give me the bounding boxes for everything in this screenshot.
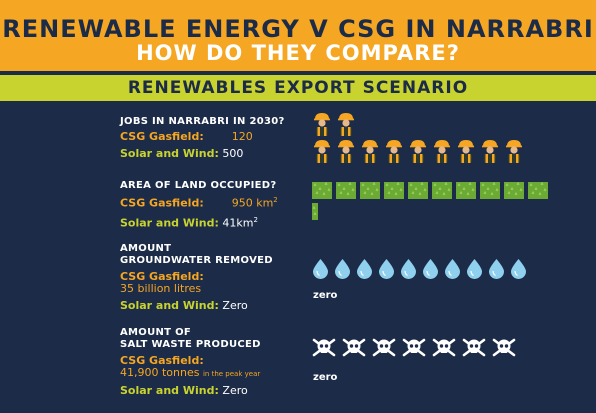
scenario-band: RENEWABLES EXPORT SCENARIO	[0, 75, 596, 101]
salt-csg-label-row: CSG Gasfield:	[120, 354, 261, 367]
grass-block-icon	[408, 182, 428, 199]
csg-label: CSG Gasfield:	[120, 354, 204, 367]
csg-label: CSG Gasfield:	[120, 270, 204, 283]
skull-crossbones-icon	[312, 337, 336, 357]
skull-crossbones-icon	[492, 337, 516, 357]
worker-icon	[336, 139, 356, 163]
worker-icon	[456, 139, 476, 163]
skull-crossbones-icon	[342, 337, 366, 357]
land-csg-icons	[312, 182, 548, 199]
skull-crossbones-icon	[402, 337, 426, 357]
water-csg-label-row: CSG Gasfield:	[120, 270, 273, 283]
jobs-sw-value: 500	[222, 147, 244, 160]
water-drop-icon	[400, 258, 417, 279]
land-sw-value: 41km	[222, 216, 254, 230]
salt-zero-label: zero	[313, 372, 338, 383]
page-title: RENEWABLE ENERGY V CSG IN NARRABRI	[2, 15, 594, 43]
land-sw-unit-sup: 2	[253, 215, 258, 224]
water-question-line1: AMOUNT	[120, 243, 172, 254]
solar-wind-label: Solar and Wind:	[120, 384, 219, 397]
land-csg-value: 950 km	[231, 196, 274, 210]
worker-icon	[408, 139, 428, 163]
water-drop-icon	[510, 258, 527, 279]
skull-crossbones-icon	[432, 337, 456, 357]
jobs-csg-value: 120	[231, 130, 253, 143]
salt-question-line1: AMOUNT OF	[120, 327, 192, 338]
salt-question-line2: SALT WASTE PRODUCED	[120, 339, 261, 350]
worker-icon	[360, 139, 380, 163]
land-question: AREA OF LAND OCCUPIED?	[120, 180, 277, 191]
solar-wind-label: Solar and Wind:	[120, 216, 219, 230]
jobs-section: JOBS IN NARRABRI IN 2030? CSG Gasfield: …	[120, 116, 285, 162]
worker-icon	[480, 139, 500, 163]
water-drop-icon	[312, 258, 329, 279]
grass-block-icon	[336, 182, 356, 199]
land-csg-unit-sup: 2	[273, 196, 278, 204]
water-csg-value: 35 billion litres	[120, 282, 202, 295]
salt-csg-icons	[312, 337, 516, 357]
water-drop-icon	[378, 258, 395, 279]
solar-wind-label: Solar and Wind:	[120, 299, 219, 312]
water-csg-value-row: 35 billion litres	[120, 283, 273, 295]
land-sw-row: Solar and Wind: 41km2	[120, 212, 278, 232]
grass-block-icon	[456, 182, 476, 199]
water-drop-icon	[422, 258, 439, 279]
salt-csg-note: in the peak year	[202, 370, 261, 378]
water-sw-row: Solar and Wind: Zero	[120, 297, 273, 314]
scenario-label: RENEWABLES EXPORT SCENARIO	[127, 78, 469, 98]
water-section: AMOUNT GROUNDWATER REMOVED CSG Gasfield:…	[120, 243, 273, 314]
jobs-question: JOBS IN NARRABRI IN 2030?	[120, 116, 285, 127]
grass-block-icon	[384, 182, 404, 199]
water-drop-icon	[444, 258, 461, 279]
jobs-sw-row: Solar and Wind: 500	[120, 145, 285, 162]
water-drop-icon	[488, 258, 505, 279]
page-subtitle: HOW DO THEY COMPARE?	[136, 41, 460, 65]
grass-block-icon	[360, 182, 380, 199]
grass-block-icon	[312, 203, 318, 220]
water-zero-label: zero	[313, 290, 338, 301]
water-drop-icon	[356, 258, 373, 279]
worker-icon	[312, 139, 332, 163]
land-sw-icons	[312, 203, 318, 220]
water-csg-icons	[312, 258, 527, 279]
worker-icon	[336, 112, 356, 136]
water-question-line2: GROUNDWATER REMOVED	[120, 255, 273, 266]
salt-csg-value-row: 41,900 tonnes in the peak year	[120, 367, 261, 380]
salt-csg-value: 41,900 tonnes	[120, 366, 200, 379]
salt-sw-row: Solar and Wind: Zero	[120, 382, 261, 399]
salt-sw-value: Zero	[222, 384, 248, 397]
csg-label: CSG Gasfield:	[120, 196, 204, 210]
jobs-csg-row: CSG Gasfield: 120	[120, 128, 285, 145]
salt-section: AMOUNT OF SALT WASTE PRODUCED CSG Gasfie…	[120, 327, 261, 399]
grass-block-icon	[480, 182, 500, 199]
land-csg-row: CSG Gasfield: 950 km2	[120, 192, 278, 212]
jobs-csg-icons	[312, 112, 356, 136]
worker-icon	[384, 139, 404, 163]
worker-icon	[432, 139, 452, 163]
worker-icon	[504, 139, 524, 163]
skull-crossbones-icon	[462, 337, 486, 357]
csg-label: CSG Gasfield:	[120, 130, 204, 143]
jobs-sw-icons	[312, 139, 524, 163]
grass-block-icon	[528, 182, 548, 199]
water-drop-icon	[466, 258, 483, 279]
skull-crossbones-icon	[372, 337, 396, 357]
water-drop-icon	[334, 258, 351, 279]
worker-icon	[312, 112, 332, 136]
land-section: AREA OF LAND OCCUPIED? CSG Gasfield: 950…	[120, 180, 278, 231]
grass-block-icon	[432, 182, 452, 199]
title-banner: RENEWABLE ENERGY V CSG IN NARRABRI HOW D…	[0, 0, 596, 71]
solar-wind-label: Solar and Wind:	[120, 147, 219, 160]
grass-block-icon	[504, 182, 524, 199]
grass-block-icon	[312, 182, 332, 199]
water-sw-value: Zero	[222, 299, 248, 312]
